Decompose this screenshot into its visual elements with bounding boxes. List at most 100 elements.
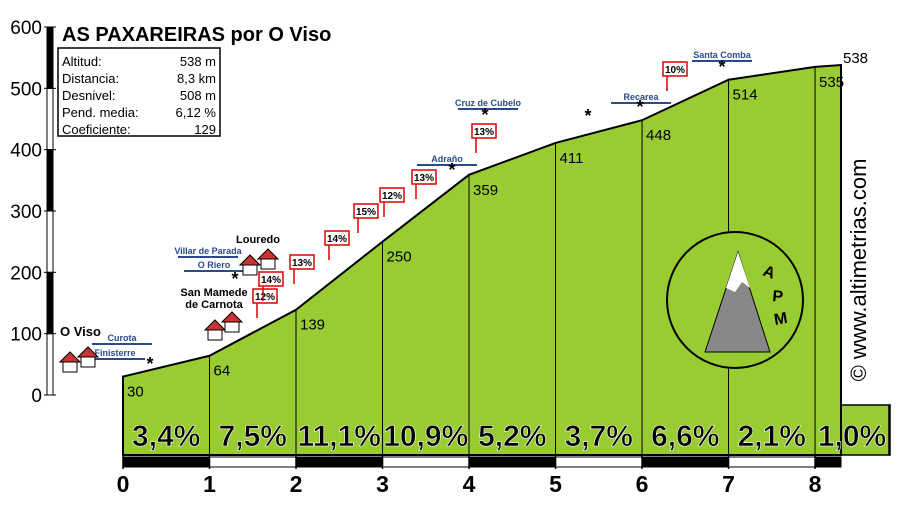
x-axis-segment (555, 456, 643, 468)
place-label: O Riero (198, 260, 231, 270)
x-tick-label: 3 (376, 471, 389, 497)
grade-box (379, 187, 405, 203)
place-star: * (584, 106, 591, 126)
y-tick-label: 500 (10, 79, 42, 100)
segment-grade: 5,2% (478, 420, 546, 453)
grade-box (662, 61, 688, 77)
info-label: Altitud: (62, 54, 102, 69)
x-axis-segment (122, 456, 211, 468)
x-tick-label: 4 (463, 471, 476, 497)
place-label: Curota (108, 333, 138, 343)
info-box (57, 47, 221, 137)
credit: © www.altimetrias.com (846, 159, 871, 382)
altitude-label: 538 (843, 50, 868, 67)
house-body (242, 264, 258, 276)
place-label: de Carnota (185, 299, 243, 311)
altitude-label: 448 (646, 127, 671, 144)
altitude-label: 535 (819, 74, 844, 91)
house-body (260, 258, 276, 270)
place-label: Louredo (236, 234, 280, 246)
info-value: 508 m (180, 88, 216, 103)
place-label: Santa Comba (693, 50, 752, 60)
info-value: 8,3 km (177, 71, 216, 86)
grade-mark: 13% (292, 258, 312, 269)
y-axis-segment (46, 271, 54, 335)
segment-grade: 11,1% (298, 420, 381, 453)
info-label: Distancia: (62, 71, 119, 86)
place-label: Recarea (623, 92, 659, 102)
place-star: * (636, 97, 643, 117)
segment-grade: 3,7% (565, 420, 633, 453)
chart-title: AS PAXAREIRAS por O Viso (62, 24, 331, 46)
grade-mark: 12% (382, 191, 402, 202)
place-label: San Mamede (180, 287, 247, 299)
y-axis-segment (46, 149, 54, 212)
y-axis-segment (46, 210, 54, 273)
logo-letter: P (772, 288, 784, 306)
grade-box (289, 254, 315, 270)
y-axis-segment (46, 87, 54, 151)
place-star: * (231, 269, 238, 289)
x-tick-label: 0 (117, 471, 130, 497)
place-star: * (718, 57, 725, 77)
segment-grade: 1,0% (818, 420, 886, 453)
info-value: 129 (194, 122, 216, 137)
place-label: Cruz de Cubelo (455, 98, 522, 108)
y-axis-segment (46, 26, 54, 89)
grade-mark: 12% (255, 292, 275, 303)
x-tick-label: 7 (722, 471, 735, 497)
house-body (80, 356, 96, 368)
logo-letter: M (773, 310, 789, 329)
x-axis-segment (641, 456, 730, 468)
y-axis-segment (46, 333, 54, 396)
x-tick-label: 5 (549, 471, 562, 497)
x-tick-label: 2 (290, 471, 303, 497)
info-value: 538 m (180, 54, 216, 69)
house (256, 248, 280, 260)
x-tick-label: 6 (636, 471, 649, 497)
grade-box (252, 288, 278, 304)
grade-mark: 10% (665, 65, 685, 76)
place-star: * (448, 160, 455, 180)
logo-snow (726, 252, 750, 292)
house (58, 351, 82, 363)
y-tick-label: 0 (31, 386, 42, 407)
x-axis-segment (382, 456, 470, 468)
altitude-label: 359 (473, 182, 498, 199)
segment-grade: 7,5% (219, 420, 287, 453)
y-tick-label: 300 (10, 202, 42, 223)
place-label: Finisterre (94, 348, 135, 358)
y-tick-label: 100 (10, 325, 42, 346)
altitude-label: 30 (127, 384, 144, 401)
grade-mark: 14% (327, 234, 347, 245)
grade-box (258, 271, 284, 287)
place-star: * (481, 105, 488, 125)
altitude-label: 514 (733, 87, 758, 104)
altitude-label: 250 (387, 249, 412, 266)
grade-mark: 13% (474, 127, 494, 138)
segment-grade: 3,4% (132, 420, 200, 453)
house (220, 311, 244, 323)
grade-box (324, 230, 350, 246)
x-axis-segment (209, 456, 297, 468)
house-body (224, 321, 240, 333)
grade-box (471, 123, 497, 139)
x-tick-label: 1 (203, 471, 216, 497)
house-body (207, 329, 223, 341)
segment-grade: 2,1% (738, 420, 806, 453)
x-tick-label: 8 (809, 471, 822, 497)
x-axis-segment (814, 456, 842, 468)
altitude-label: 64 (214, 363, 231, 380)
info-label: Pend. media: (62, 105, 139, 120)
place-label: O Viso (60, 324, 101, 339)
altitude-label: 139 (300, 317, 325, 334)
grade-box (353, 203, 379, 219)
place-label: Adraño (431, 154, 463, 164)
segment-grade: 10,9% (383, 420, 468, 453)
y-tick-label: 200 (10, 263, 42, 284)
grade-mark: 13% (414, 173, 434, 184)
house-body (62, 361, 78, 373)
grade-mark: 14% (261, 275, 281, 286)
